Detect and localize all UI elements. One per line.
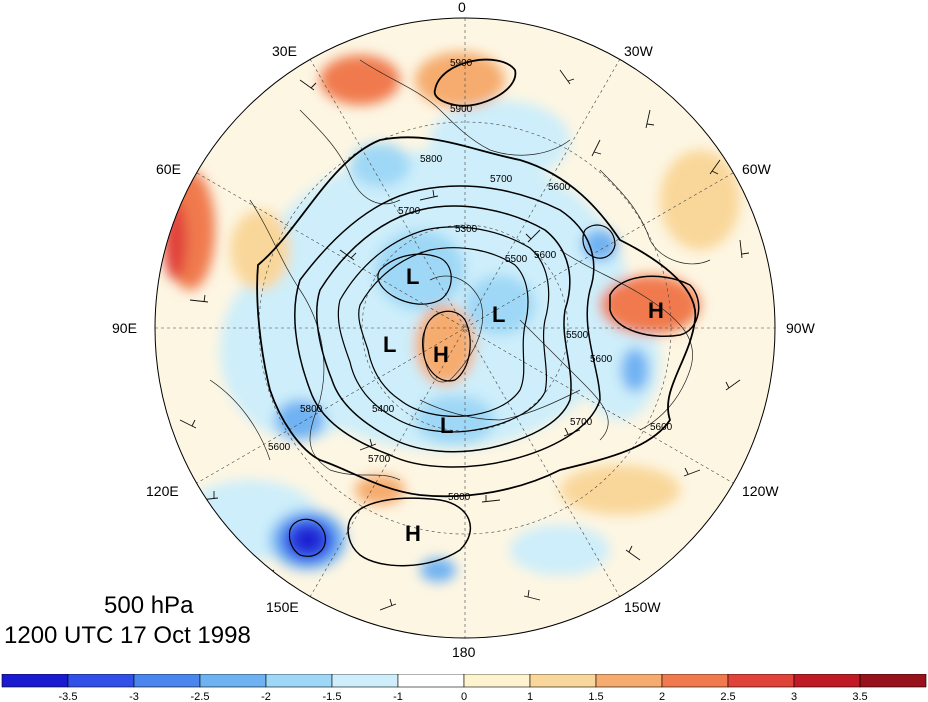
contour-label: 5800	[448, 492, 471, 503]
contour-label: 5600	[534, 250, 557, 261]
low-center-canada: L	[492, 302, 505, 327]
lon-label-30w: 30W	[624, 43, 654, 59]
colorbar-swatch	[463, 674, 531, 688]
high-center-north-pacific: H	[405, 521, 421, 546]
contour-high-pole	[422, 310, 471, 382]
colorbar-tick-label: -3	[129, 691, 139, 702]
contour-high-pacific	[347, 497, 471, 567]
colorbar-tick-label: 1.5	[588, 691, 603, 702]
contour-label: 5800	[420, 154, 443, 165]
lon-label-60e: 60E	[156, 161, 181, 177]
colorbar-swatch	[67, 674, 135, 688]
coastlines	[209, 59, 711, 481]
colorbar-swatch	[133, 674, 201, 688]
contour-label: 5700	[398, 206, 421, 217]
contour-low-bering	[288, 518, 327, 557]
lon-label-90w: 90W	[786, 320, 816, 336]
colorbar-tick-label: 2	[659, 691, 665, 702]
contour-5900-north	[433, 58, 517, 107]
high-center-north-america: H	[648, 298, 664, 323]
map-border	[154, 17, 776, 639]
lon-label-30e: 30E	[272, 43, 297, 59]
contour-label: 5700	[490, 174, 513, 185]
title-level: 500 hPa	[104, 592, 194, 619]
contour-label: 5600	[590, 354, 613, 365]
contour-low-canada	[582, 224, 616, 259]
colorbar-swatch	[529, 674, 597, 688]
lon-label-150w: 150W	[624, 599, 661, 615]
colorbar-tick-label: -2.5	[191, 691, 210, 702]
contour-high-na	[609, 275, 700, 337]
lon-label-150e: 150E	[266, 599, 299, 615]
height-contours	[256, 58, 700, 567]
contour-label: 5600	[548, 182, 571, 193]
low-center-central-asia: L	[383, 332, 396, 357]
contour-labels: 5900 5900 5800 5700 5600 5700 5600 5800 …	[268, 58, 673, 503]
colorbar-ticks: -3.5 -3 -2.5 -2 -1.5 -1 0 1 1.5 2 2.5 3 3.5	[59, 691, 868, 702]
colorbar-tick-label: -2	[261, 691, 271, 702]
contour-label: 5700	[368, 454, 391, 465]
colorbar-tick-label: 1	[527, 691, 533, 702]
colorbar-swatch	[661, 674, 729, 688]
colorbar-swatch	[331, 674, 399, 688]
lon-label-120w: 120W	[742, 483, 779, 499]
contour-5800	[256, 136, 697, 498]
colorbar-tick-label: 3.5	[852, 691, 867, 702]
colorbar-tick-label: -1.5	[323, 691, 342, 702]
colorbar-swatch	[859, 674, 927, 688]
contour-label: 5300	[455, 224, 478, 235]
high-center-pole: H	[433, 342, 449, 367]
colorbar-tick-label: 0	[461, 691, 467, 702]
longitude-labels: 0 30W 60W 90W 120W 150W 180 150E 120E 90…	[112, 0, 816, 660]
lon-label-0: 0	[458, 0, 466, 15]
contour-label: 5800	[300, 404, 323, 415]
lon-label-60w: 60W	[742, 161, 772, 177]
contour-5700	[294, 185, 601, 468]
contour-5400	[358, 247, 529, 417]
colorbar-swatch	[727, 674, 795, 688]
colorbar-swatch	[793, 674, 861, 688]
contour-5500	[337, 226, 550, 433]
contour-label: 5500	[566, 330, 589, 341]
contour-label: 5900	[450, 104, 473, 115]
colorbar-swatch	[595, 674, 663, 688]
colorbar-swatches	[1, 674, 927, 688]
colorbar-swatch	[265, 674, 333, 688]
contour-label: 5900	[450, 58, 473, 69]
polar-stereographic-map: 5900 5900 5800 5700 5600 5700 5600 5800 …	[112, 0, 816, 660]
contour-label: 5600	[268, 442, 291, 453]
lon-label-120e: 120E	[146, 483, 179, 499]
contour-label: 5500	[505, 254, 528, 265]
colorbar-tick-label: -1	[393, 691, 403, 702]
low-center-bering: L	[440, 413, 453, 438]
lon-label-90e: 90E	[112, 320, 137, 336]
contour-5300	[377, 253, 452, 305]
colorbar-tick-label: -3.5	[59, 691, 78, 702]
colorbar-tick-label: 3	[791, 691, 797, 702]
colorbar-swatch	[199, 674, 267, 688]
low-center-siberia: L	[406, 264, 419, 289]
pressure-centers: H H H L L L L	[383, 264, 664, 546]
colorbar-swatch	[1, 674, 69, 688]
contour-label: 5600	[650, 422, 673, 433]
colorbar-tick-label: 2.5	[720, 691, 735, 702]
lon-label-180: 180	[452, 644, 476, 660]
colorbar-swatch	[397, 674, 465, 688]
title-valid-time: 1200 UTC 17 Oct 1998	[4, 622, 251, 649]
contour-label: 5700	[570, 417, 593, 428]
colorbar: -3.5 -3 -2.5 -2 -1.5 -1 0 1 1.5 2 2.5 3 3.5	[1, 674, 927, 702]
contour-5600	[316, 205, 572, 453]
contour-label: 5400	[372, 404, 395, 415]
